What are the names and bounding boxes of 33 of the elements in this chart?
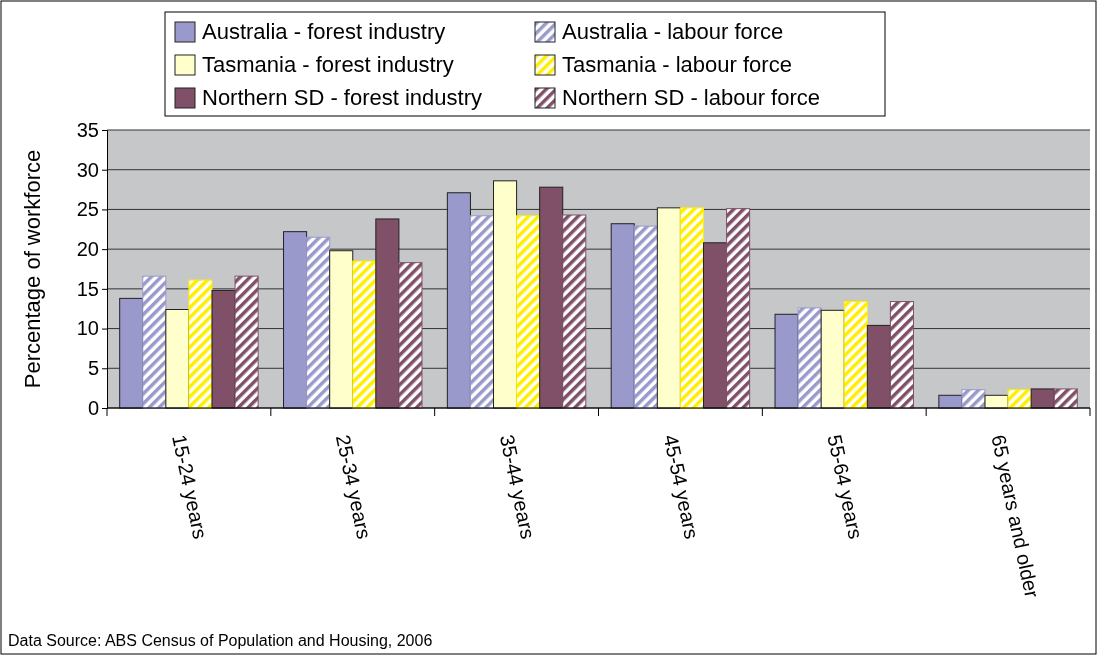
x-tick-label: 35-44 years <box>495 432 540 541</box>
legend-label: Australia - labour force <box>562 19 784 44</box>
bar <box>493 180 518 409</box>
bar <box>516 215 541 409</box>
y-tick-label: 0 <box>87 396 99 419</box>
x-tick-label: 15-24 years <box>168 432 212 541</box>
legend-label: Northern SD - labour force <box>562 85 820 110</box>
source-note: Data Source: ABS Census of Population and Housing, 2006 <box>8 632 433 649</box>
y-tick-label: 25 <box>76 198 99 221</box>
y-axis-title: Percentage of workforce <box>20 149 45 389</box>
x-tick-label: 45-54 years <box>659 432 704 541</box>
y-tick-label: 20 <box>76 238 99 261</box>
legend-label: Tasmania - labour force <box>562 52 792 77</box>
bar <box>329 250 354 409</box>
y-tick-label: 30 <box>76 158 99 181</box>
bar <box>656 207 681 409</box>
bar <box>820 309 845 409</box>
bar <box>843 301 868 409</box>
bar <box>679 207 704 409</box>
bar <box>188 279 213 409</box>
bar <box>1007 389 1032 409</box>
legend-label: Australia - forest industry <box>202 19 446 44</box>
x-tick-label: 25-34 years <box>331 432 376 541</box>
x-tick-label: 65 years and older <box>987 432 1044 600</box>
bar <box>352 260 377 409</box>
legend-label: Tasmania - forest industry <box>202 52 454 77</box>
y-tick-label: 5 <box>87 357 99 380</box>
legend-label: Northern SD - forest industry <box>202 85 482 110</box>
y-tick-label: 35 <box>76 118 99 141</box>
bar <box>165 309 190 409</box>
x-tick-label: 55-64 years <box>823 432 867 541</box>
y-tick-label: 15 <box>76 277 99 300</box>
y-tick-label: 10 <box>76 317 99 340</box>
